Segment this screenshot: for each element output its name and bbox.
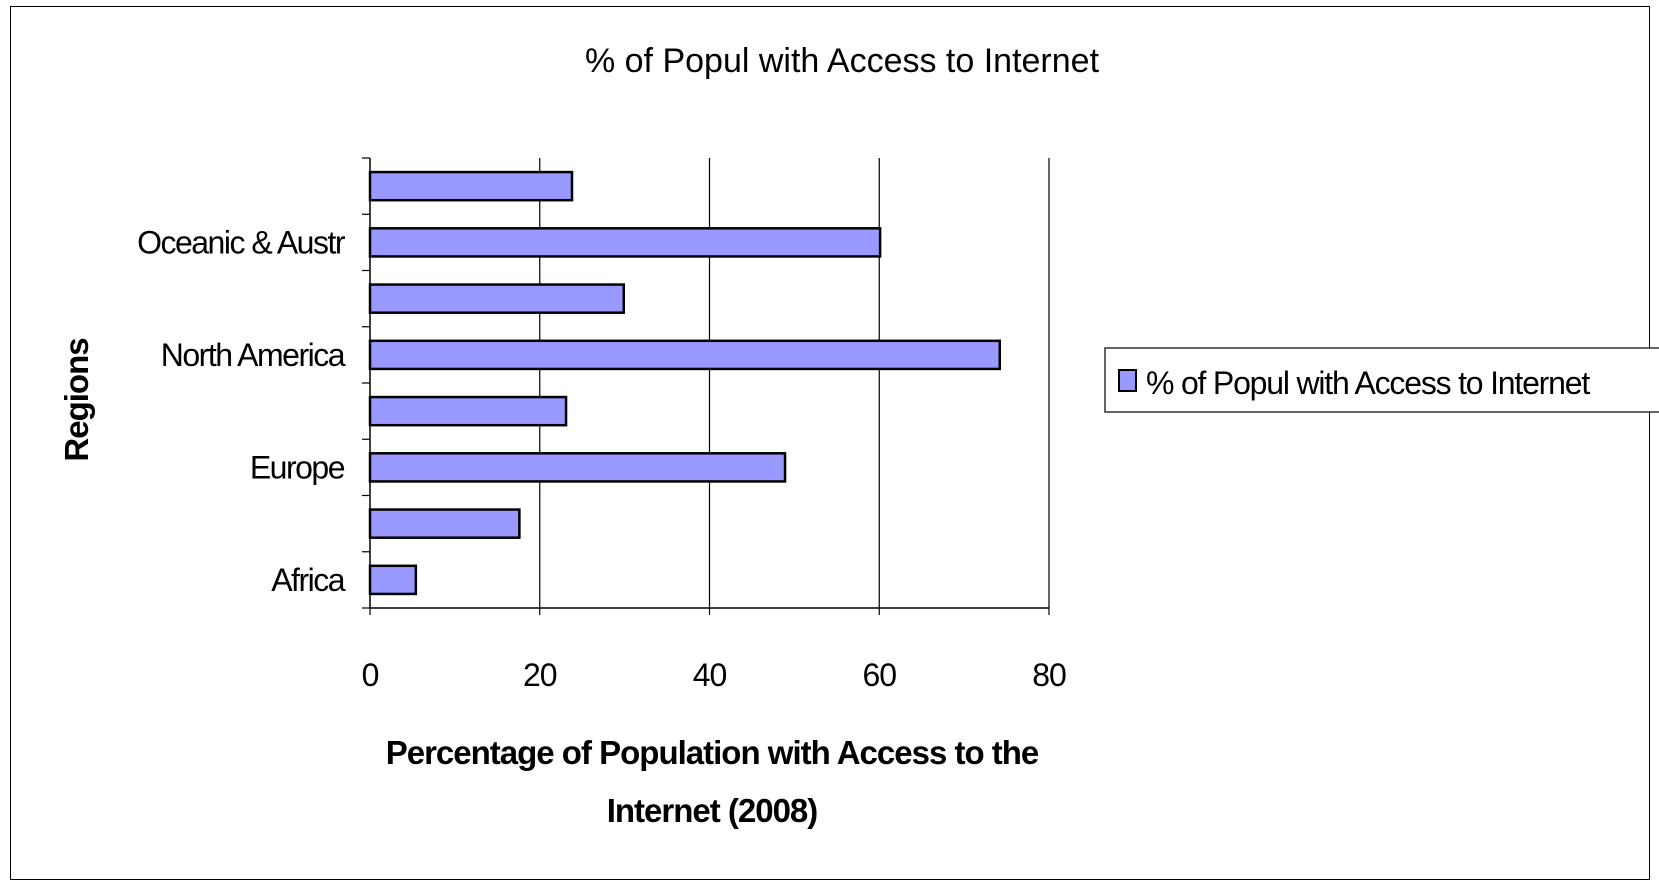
- y-axis-title: Regions: [58, 338, 95, 461]
- bar: [368, 452, 787, 483]
- bar: [368, 227, 882, 258]
- tick-label-layer: 0 20 40 60 80: [362, 657, 1067, 693]
- bar: [368, 395, 568, 427]
- bar: [368, 564, 418, 596]
- legend-swatch: [1118, 369, 1137, 392]
- x-axis-title-line-1: Percentage of Population with Access to …: [386, 734, 1039, 771]
- x-tick-label: 40: [693, 657, 727, 693]
- y-category-label: Africa: [271, 562, 346, 598]
- x-axis-title-line-2: Internet (2008): [607, 792, 818, 829]
- legend-label: % of Popul with Access to Internet: [1146, 365, 1590, 401]
- category-label-layer: Africa Europe North America Oceanic & Austr: [137, 224, 347, 598]
- legend: % of Popul with Access to Internet: [1104, 347, 1659, 413]
- bar: [368, 283, 626, 314]
- bar-layer: [368, 170, 1002, 596]
- y-category-label: North America: [161, 337, 346, 373]
- y-category-label: Oceanic & Austr: [137, 224, 346, 260]
- bar: [368, 339, 1002, 371]
- bar: [368, 170, 574, 202]
- chart-title: % of Popul with Access to Internet: [585, 42, 1100, 80]
- y-category-label: Europe: [250, 449, 345, 485]
- x-tick-label: 20: [523, 657, 557, 693]
- axis-layer: [362, 157, 1050, 615]
- bar: [368, 508, 521, 539]
- x-tick-label: 60: [862, 657, 896, 693]
- grid-layer: [539, 158, 1050, 608]
- chart-frame: [10, 6, 1650, 880]
- x-tick-label: 80: [1032, 657, 1066, 693]
- legend-box: [1104, 347, 1659, 413]
- x-tick-label: 0: [362, 657, 379, 693]
